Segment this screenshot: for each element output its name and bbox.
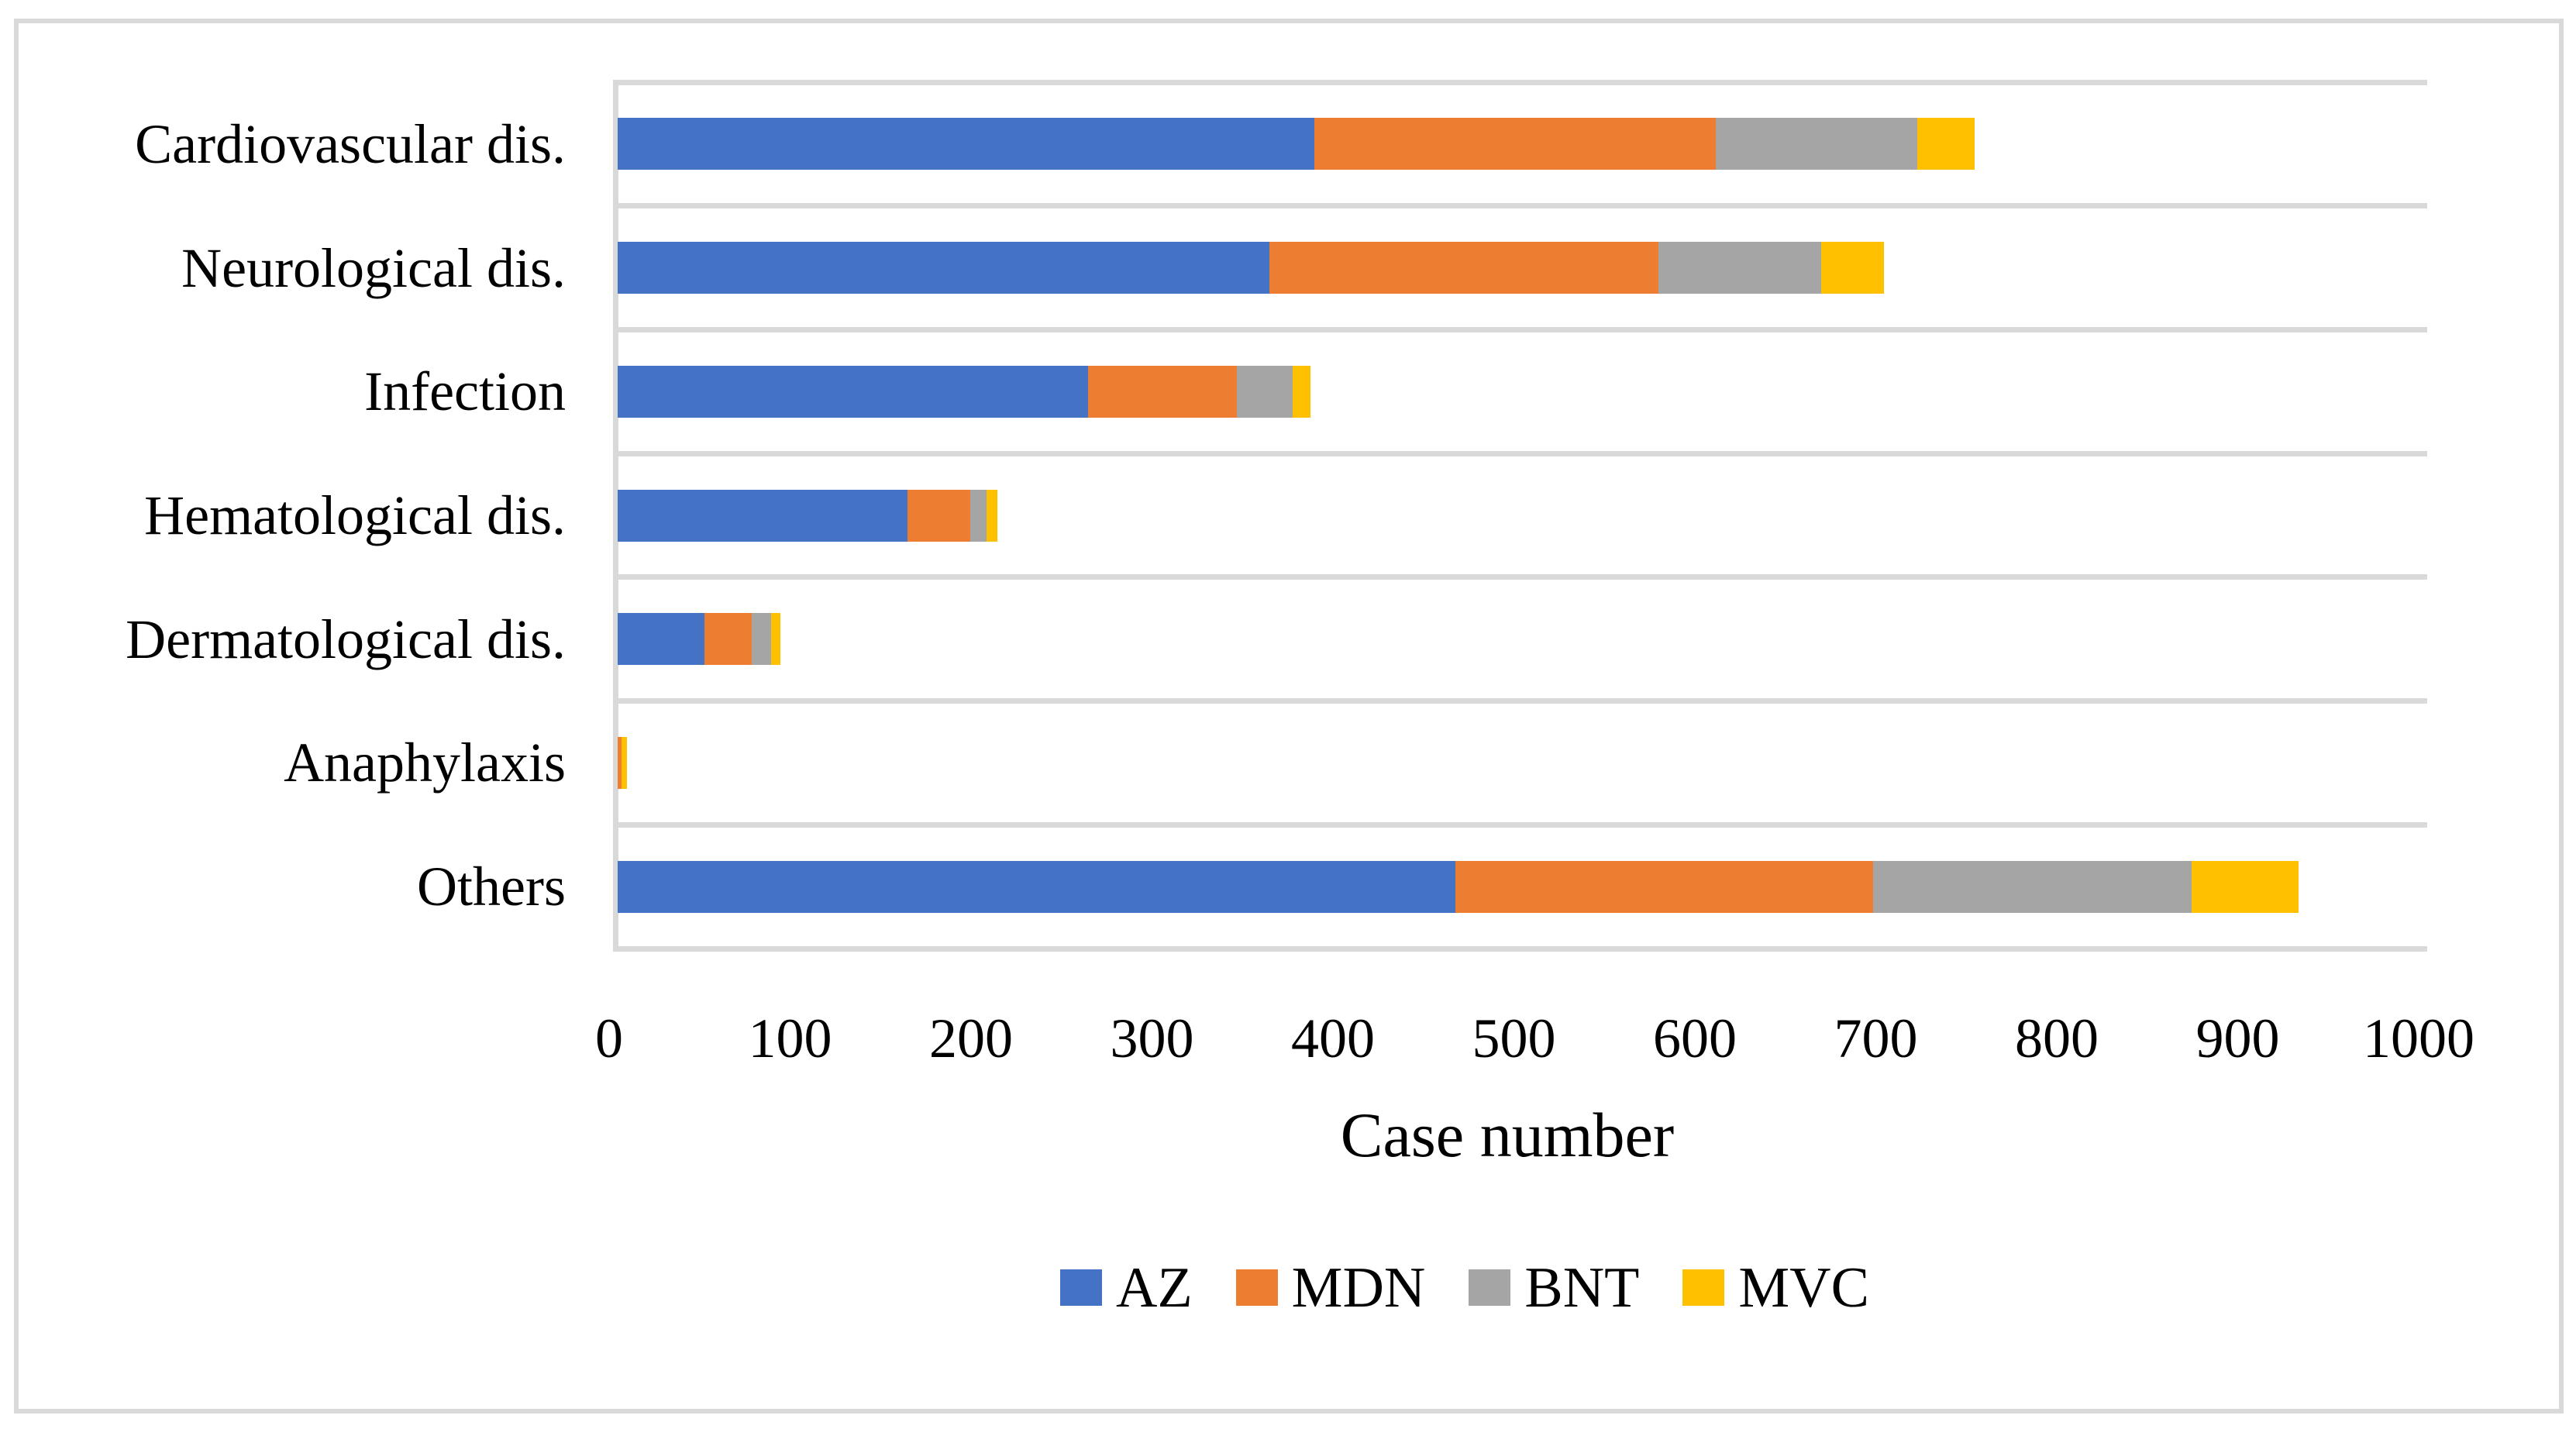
category-gridline [615,698,2427,704]
x-tick-label: 900 [2195,1007,2280,1069]
bar-segment-mdn [907,489,971,542]
bar-segment-mvc [2192,860,2299,913]
bar-segment-az [618,118,1314,170]
category-label: Dermatological dis. [126,608,566,670]
category-label: Infection [364,360,566,423]
category-label: Hematological dis. [144,484,566,546]
category-gridline [615,574,2427,580]
legend: AZ MDN BNT MVC [0,1259,2576,1317]
x-tick-label: 500 [1472,1007,1556,1069]
legend-item-mvc: MVC [1682,1259,1869,1317]
bar-segment-bnt [1236,365,1293,418]
bar-segment-bnt [751,613,772,666]
legend-label-mdn: MDN [1291,1255,1426,1320]
category-gridline [615,821,2427,828]
category-gridline [615,450,2427,456]
bar-segment-mdn [1269,242,1658,294]
bar-segment-bnt [1716,118,1917,170]
x-tick-label: 1000 [2363,1007,2474,1069]
category-gridline [615,326,2427,332]
legend-item-mdn: MDN [1235,1255,1426,1320]
legend-swatch-mdn [1235,1269,1278,1306]
x-tick-label: 200 [929,1007,1013,1069]
x-tick-label: 700 [1834,1007,1918,1069]
bar-segment-bnt [1873,860,2192,913]
category-label: Others [417,856,566,918]
x-tick-label: 600 [1653,1007,1737,1069]
bar-segment-mvc [987,489,998,542]
x-tick-label: 400 [1291,1007,1375,1069]
category-label: Cardiovascular dis. [135,112,566,175]
x-axis-title: Case number [1340,1100,1675,1170]
bar-segment-mdn [1455,860,1874,913]
category-label: Anaphylaxis [284,732,566,794]
bar-segment-mdn [704,613,752,666]
legend-label-az: AZ [1116,1255,1193,1320]
x-tick-label: 100 [748,1007,832,1069]
legend-item-bnt: BNT [1469,1259,1639,1317]
legend-swatch-mvc [1682,1269,1725,1306]
bar-segment-bnt [1658,242,1821,294]
bar-segment-mvc [1292,365,1311,418]
bar-segment-mvc [771,613,781,666]
y-axis-line [613,79,618,952]
category-gridline [615,203,2427,209]
bar-segment-az [618,365,1089,418]
bar-segment-mvc [621,736,627,789]
legend-label-mvc: MVC [1738,1255,1869,1320]
bar-segment-mdn [1314,118,1717,170]
legend-swatch-az [1060,1269,1103,1306]
category-label: Neurological dis. [181,236,566,299]
bar-segment-bnt [970,489,987,542]
bar-segment-az [618,613,705,666]
x-axis-baseline [615,945,2427,952]
bar-segment-az [618,242,1269,294]
bar-segment-mvc [1820,242,1885,294]
bar-segment-mdn [1088,365,1237,418]
legend-label-bnt: BNT [1524,1255,1640,1320]
legend-item-az: AZ [1060,1259,1193,1317]
bar-segment-mvc [1917,118,1975,170]
legend-swatch-bnt [1469,1269,1511,1306]
bar-segment-az [618,489,907,542]
bar-segment-az [618,860,1456,913]
plot-top-gridline [615,79,2427,85]
bar-segment-mdn [618,736,622,789]
x-tick-label: 300 [1110,1007,1194,1069]
x-tick-label: 800 [2015,1007,2099,1069]
x-tick-label: 0 [595,1007,623,1069]
